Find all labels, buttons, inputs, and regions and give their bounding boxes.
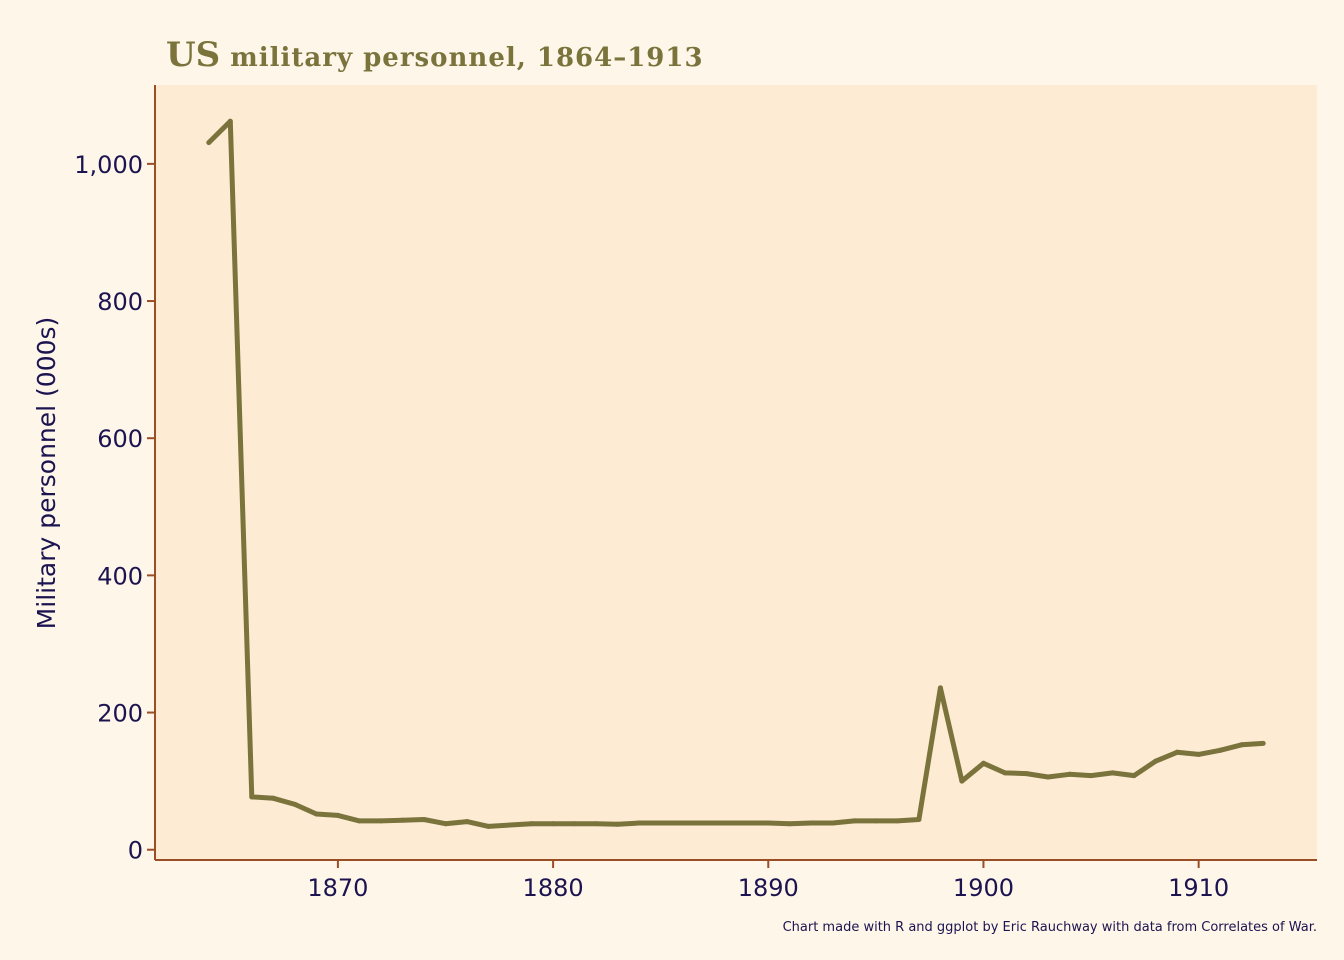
data-point: [808, 820, 814, 826]
data-point: [722, 820, 728, 826]
data-point: [1217, 747, 1223, 753]
data-point: [270, 795, 276, 801]
data-point: [981, 760, 986, 766]
data-point: [1260, 740, 1266, 746]
y-tick-label: 800: [97, 288, 143, 316]
data-point: [550, 821, 556, 827]
chart-caption: Chart made with R and ggplot by Eric Rau…: [783, 920, 1317, 935]
data-point: [937, 685, 943, 691]
data-point: [851, 818, 857, 824]
data-point: [378, 818, 384, 824]
x-tick-label: 1880: [523, 874, 584, 902]
data-point: [959, 778, 965, 784]
data-point: [1196, 751, 1202, 757]
chart-title-rest: military personnel, 1864–1913: [220, 43, 703, 73]
data-point: [206, 140, 212, 146]
data-point: [830, 820, 836, 826]
y-tick-label: 0: [128, 837, 143, 865]
data-point: [1045, 774, 1051, 780]
data-point: [356, 818, 362, 824]
data-point: [744, 820, 750, 826]
data-point: [636, 820, 642, 826]
data-point: [593, 821, 599, 827]
data-point: [765, 820, 771, 826]
data-point: [507, 822, 513, 828]
data-point: [1067, 771, 1072, 777]
chart-title-lead: US: [166, 35, 220, 75]
series-points: [206, 118, 1266, 829]
data-point: [615, 821, 621, 827]
y-tick-label: 1,000: [74, 151, 143, 179]
x-tick-label: 1870: [307, 874, 368, 902]
chart-title: US military personnel, 1864–1913: [166, 35, 704, 75]
data-point: [894, 818, 900, 824]
data-point: [529, 821, 535, 827]
data-point: [313, 811, 319, 817]
x-tick-label: 1890: [738, 874, 799, 902]
data-point: [658, 820, 664, 826]
y-axis-ticks: 0 200 400 600 800 1,000: [74, 151, 155, 865]
y-tick-label: 600: [97, 425, 143, 453]
data-point: [1002, 770, 1008, 776]
data-point: [701, 820, 707, 826]
data-point: [335, 812, 341, 818]
data-point: [1024, 771, 1029, 777]
data-point: [400, 817, 405, 823]
data-point: [1110, 770, 1116, 776]
data-point: [249, 794, 255, 800]
data-point: [916, 817, 922, 822]
data-point: [1153, 758, 1159, 764]
data-point: [292, 801, 298, 807]
data-point: [787, 821, 793, 827]
data-point: [227, 118, 233, 124]
data-point: [873, 818, 879, 824]
data-point: [421, 817, 427, 822]
data-point: [1174, 749, 1180, 755]
x-axis-ticks: 1870 1880 1890 1900 1910: [307, 860, 1229, 902]
data-point: [572, 821, 578, 827]
data-point: [443, 821, 448, 827]
data-point: [464, 819, 470, 825]
y-tick-label: 200: [97, 700, 143, 728]
data-point: [486, 823, 491, 829]
data-point: [1239, 742, 1245, 748]
data-point: [1088, 773, 1094, 779]
plot-panel: [155, 85, 1317, 860]
series-line-military-personnel: [207, 118, 1264, 829]
x-tick-label: 1900: [953, 874, 1014, 902]
data-point: [679, 820, 685, 826]
data-point: [1131, 773, 1137, 779]
x-tick-label: 1910: [1168, 874, 1229, 902]
y-axis-title: Military personnel (000s): [32, 317, 61, 630]
y-tick-label: 400: [97, 562, 143, 590]
